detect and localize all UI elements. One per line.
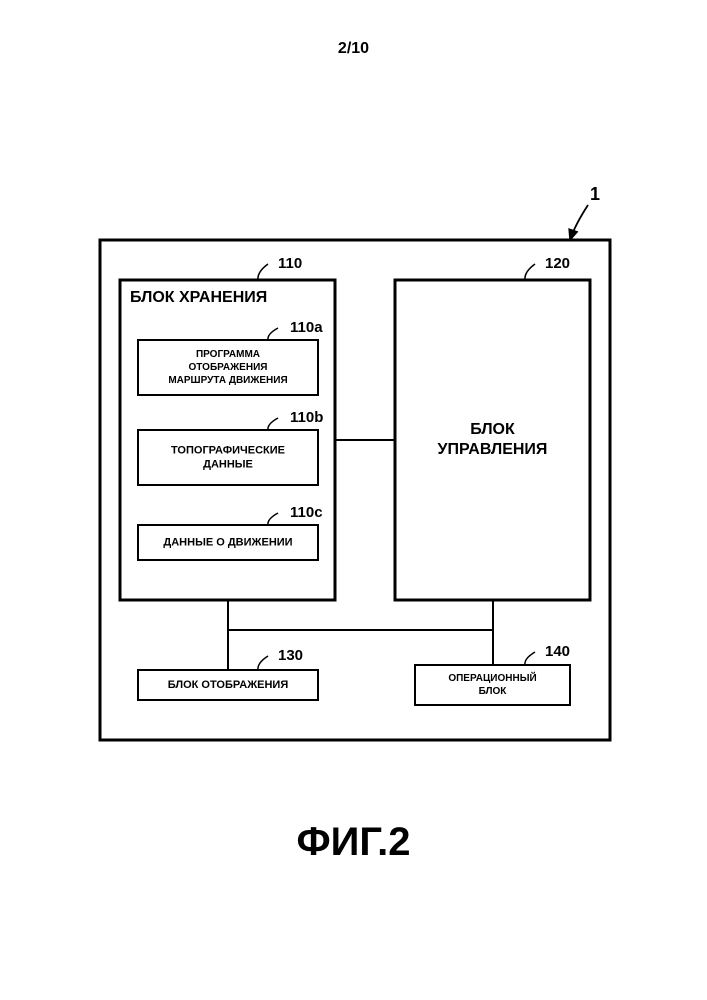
svg-text:110b: 110b <box>290 409 323 426</box>
svg-text:140: 140 <box>545 643 570 660</box>
svg-text:БЛОК ХРАНЕНИЯ: БЛОК ХРАНЕНИЯ <box>130 289 267 306</box>
svg-text:1: 1 <box>590 184 600 204</box>
svg-text:ОПЕРАЦИОННЫЙ: ОПЕРАЦИОННЫЙ <box>448 671 536 684</box>
svg-text:ТОПОГРАФИЧЕСКИЕ: ТОПОГРАФИЧЕСКИЕ <box>171 444 285 456</box>
svg-text:120: 120 <box>545 255 570 272</box>
svg-text:БЛОК ОТОБРАЖЕНИЯ: БЛОК ОТОБРАЖЕНИЯ <box>168 679 289 691</box>
svg-text:130: 130 <box>278 647 303 664</box>
svg-text:ДАННЫЕ О ДВИЖЕНИИ: ДАННЫЕ О ДВИЖЕНИИ <box>163 536 292 548</box>
svg-text:ОТОБРАЖЕНИЯ: ОТОБРАЖЕНИЯ <box>189 362 268 373</box>
svg-text:БЛОК: БЛОК <box>479 686 508 697</box>
svg-text:БЛОК: БЛОК <box>470 421 515 438</box>
svg-text:ПРОГРАММА: ПРОГРАММА <box>196 349 260 360</box>
page-container: 2/10 БЛОК ХРАНЕНИЯПРОГРАММАОТОБРАЖЕНИЯМА… <box>0 0 707 1000</box>
svg-text:110: 110 <box>278 255 302 272</box>
svg-text:110a: 110a <box>290 319 323 336</box>
svg-text:УПРАВЛЕНИЯ: УПРАВЛЕНИЯ <box>438 441 548 458</box>
svg-text:110c: 110c <box>290 504 323 521</box>
figure-caption: ФИГ.2 <box>0 820 707 865</box>
svg-text:МАРШРУТА ДВИЖЕНИЯ: МАРШРУТА ДВИЖЕНИЯ <box>168 375 287 386</box>
svg-text:ДАННЫЕ: ДАННЫЕ <box>203 458 253 470</box>
